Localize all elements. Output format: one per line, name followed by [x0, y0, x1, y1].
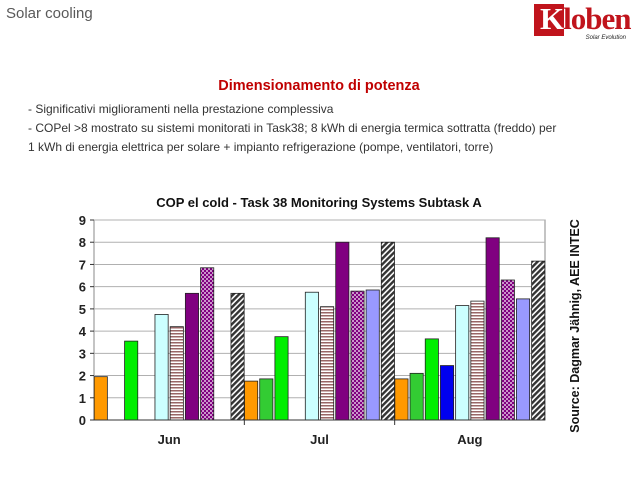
bar-jul-4	[304, 291, 319, 421]
y-tick-label: 3	[79, 346, 86, 361]
bar-aug-4	[455, 305, 470, 421]
bar-jun-4	[154, 314, 169, 421]
kloben-logo: Kloben Solar Evolution	[534, 1, 632, 42]
bar-jul-2	[274, 336, 289, 421]
bar-jul-7	[350, 290, 365, 421]
bar-jun-2	[124, 340, 139, 421]
slide-section-title: Solar cooling	[6, 5, 93, 22]
bar-jul-9	[380, 241, 395, 421]
bar-jul-1	[259, 378, 274, 421]
bar-aug-0	[394, 378, 409, 421]
chart-title: COP el cold - Task 38 Monitoring Systems…	[156, 195, 482, 210]
bar-aug-2	[424, 338, 439, 421]
bullet-line: 1 kWh di energia elettrica per solare + …	[28, 140, 494, 154]
bar-aug-5	[470, 300, 485, 421]
bar-jun-5	[169, 326, 184, 421]
bar-jul-5	[320, 306, 335, 421]
bar-aug-3	[440, 365, 455, 421]
bar-jul-6	[335, 241, 350, 421]
y-tick-label: 1	[79, 391, 86, 406]
y-tick-label: 6	[79, 280, 86, 295]
x-category-label: Jul	[310, 432, 329, 447]
y-tick-label: 8	[79, 235, 86, 250]
bullet-line: - COPel >8 mostrato su sistemi monitorat…	[28, 121, 557, 135]
bullet-line: - Significativi miglioramenti nella pres…	[28, 102, 334, 116]
x-category-label: Aug	[457, 432, 482, 447]
y-tick-label: 0	[79, 413, 86, 428]
bar-aug-9	[531, 260, 546, 421]
bar-aug-6	[485, 237, 500, 421]
y-tick-label: 7	[79, 257, 86, 272]
bar-jun-7	[200, 267, 215, 421]
y-tick-label: 4	[79, 324, 87, 339]
y-tick-label: 5	[79, 302, 86, 317]
logo-red-block	[534, 4, 564, 36]
bar-jun-6	[184, 292, 199, 421]
bar-jul-0	[244, 380, 259, 421]
x-category-label: Jun	[158, 432, 181, 447]
bullet-list: - Significativi miglioramenti nella pres…	[28, 100, 618, 157]
bar-aug-8	[516, 298, 531, 421]
bar-jul-8	[365, 289, 380, 421]
logo-wordmark: Kloben	[540, 1, 631, 36]
bar-aug-1	[409, 372, 424, 421]
slide-heading: Dimensionamento di potenza	[218, 78, 420, 94]
y-tick-label: 2	[79, 369, 86, 384]
y-tick-label: 9	[79, 213, 86, 228]
bar-jun-0	[93, 376, 108, 421]
bar-jun-9	[230, 292, 245, 421]
logo-tagline: Solar Evolution	[585, 35, 626, 41]
bar-aug-7	[500, 279, 515, 421]
